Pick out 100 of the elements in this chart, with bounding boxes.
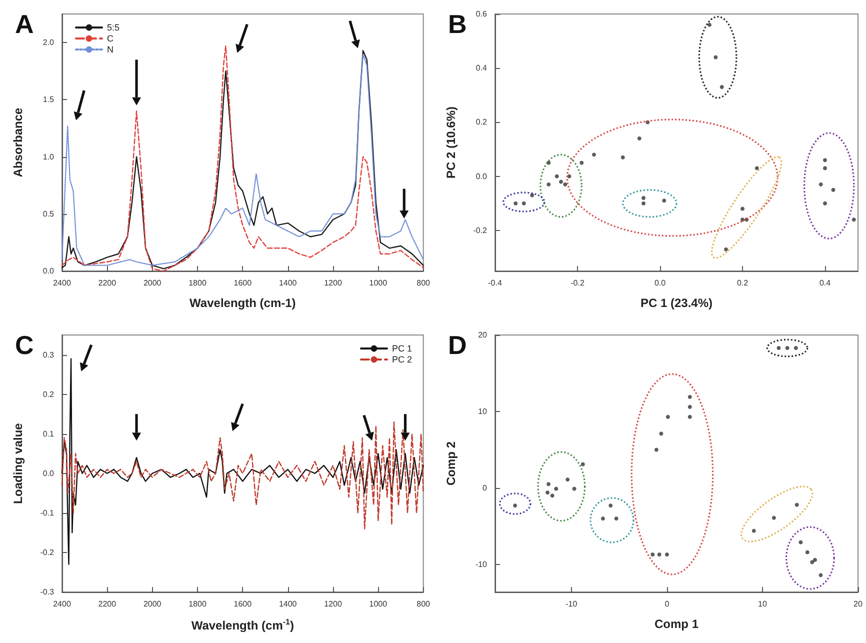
point — [852, 218, 856, 222]
point — [559, 180, 563, 184]
point — [522, 201, 526, 206]
x-tick-label: 2200 — [98, 278, 117, 288]
point — [657, 552, 662, 557]
point — [554, 174, 559, 178]
point — [714, 55, 718, 60]
point — [831, 188, 836, 192]
x-tick-label: 1200 — [324, 600, 342, 608]
point — [818, 573, 823, 578]
x-tick-label: 2000 — [143, 600, 162, 608]
x-tick-label: 0.0 — [654, 278, 666, 288]
x-tick-label: 1600 — [234, 600, 252, 608]
y-tick-label: 0.0 — [42, 266, 55, 276]
point — [567, 174, 572, 178]
chart-title: B — [448, 9, 467, 39]
x-tick-label: 1200 — [324, 278, 342, 288]
x-tick-label: 2400 — [53, 600, 72, 608]
y-tick-label: 1.5 — [42, 95, 55, 104]
point — [566, 478, 570, 482]
point — [688, 414, 692, 419]
y-tick-label: 0.0 — [476, 172, 488, 181]
line-series — [61, 421, 424, 530]
y-tick-label: 2.0 — [42, 38, 55, 48]
point — [642, 196, 646, 200]
point — [513, 504, 518, 508]
y-tick-label: -0.3 — [40, 588, 55, 596]
point — [546, 490, 550, 495]
y-axis-title: Comp 2 — [444, 441, 458, 486]
x-tick-label: 20 — [854, 600, 863, 608]
point — [823, 158, 827, 162]
y-tick-label: 0.4 — [476, 64, 488, 73]
point — [572, 486, 576, 491]
x-tick-label: -10 — [566, 600, 578, 608]
point — [659, 432, 664, 436]
point — [805, 550, 810, 554]
point — [823, 166, 827, 170]
point — [752, 528, 756, 533]
x-axis-title: Wavelength (cm-1) — [190, 296, 296, 310]
point — [798, 540, 803, 544]
chart-title: A — [15, 9, 34, 39]
chart-title: C — [15, 330, 34, 360]
point — [580, 462, 585, 466]
point — [592, 152, 596, 157]
point — [724, 247, 728, 252]
point — [614, 516, 618, 521]
legend-label: N — [107, 44, 114, 54]
point — [818, 182, 823, 186]
point — [563, 182, 568, 186]
point — [688, 404, 692, 409]
x-tick-label: 800 — [416, 600, 431, 608]
x-tick-label: -0.2 — [570, 278, 585, 288]
point — [546, 182, 551, 186]
x-tick-label: 0.4 — [819, 278, 832, 288]
x-tick-label: 0.2 — [736, 278, 749, 288]
y-tick-label: -0.1 — [40, 508, 55, 518]
point — [794, 346, 798, 350]
legend-label: PC 2 — [392, 354, 412, 364]
y-axis-title: Absorbance — [11, 108, 25, 178]
point — [794, 502, 799, 507]
x-tick-label: 1400 — [278, 278, 298, 288]
x-tick-label: 2000 — [143, 278, 162, 288]
point — [600, 516, 605, 521]
x-tick-label: 1000 — [369, 278, 388, 288]
point — [813, 558, 818, 562]
point — [823, 201, 827, 206]
point — [642, 201, 646, 206]
y-tick-label: 0.2 — [476, 118, 488, 127]
point — [550, 494, 554, 498]
point — [772, 516, 776, 520]
point — [554, 486, 558, 491]
chart-title: D — [448, 330, 467, 360]
point — [740, 206, 744, 211]
x-tick-label: 10 — [758, 600, 768, 608]
y-tick-label: -10 — [475, 560, 488, 569]
point — [662, 198, 666, 203]
point — [754, 166, 759, 170]
x-tick-label: 1000 — [369, 600, 388, 608]
y-tick-label: 0.6 — [476, 10, 488, 18]
point — [688, 394, 692, 399]
point — [810, 560, 814, 564]
point — [666, 414, 670, 419]
y-tick-label: 1.0 — [42, 152, 55, 162]
x-tick-label: 1400 — [278, 600, 298, 608]
legend-label: 5:5 — [107, 22, 120, 32]
y-tick-label: 0.5 — [42, 209, 55, 218]
point — [708, 22, 712, 27]
point — [776, 346, 781, 350]
y-tick-label: 0.0 — [42, 468, 55, 478]
point — [637, 136, 642, 140]
y-tick-label: 0 — [482, 483, 488, 492]
x-tick-label: 800 — [416, 278, 431, 288]
y-tick-label: 0.2 — [42, 390, 55, 399]
x-tick-label: -0.4 — [488, 278, 502, 288]
point — [650, 552, 655, 557]
point — [608, 504, 613, 508]
point — [620, 155, 625, 160]
x-tick-label: 0 — [664, 600, 670, 608]
x-axis-title: PC 1 (23.4%) — [640, 296, 713, 310]
y-tick-label: -0.2 — [473, 226, 488, 235]
